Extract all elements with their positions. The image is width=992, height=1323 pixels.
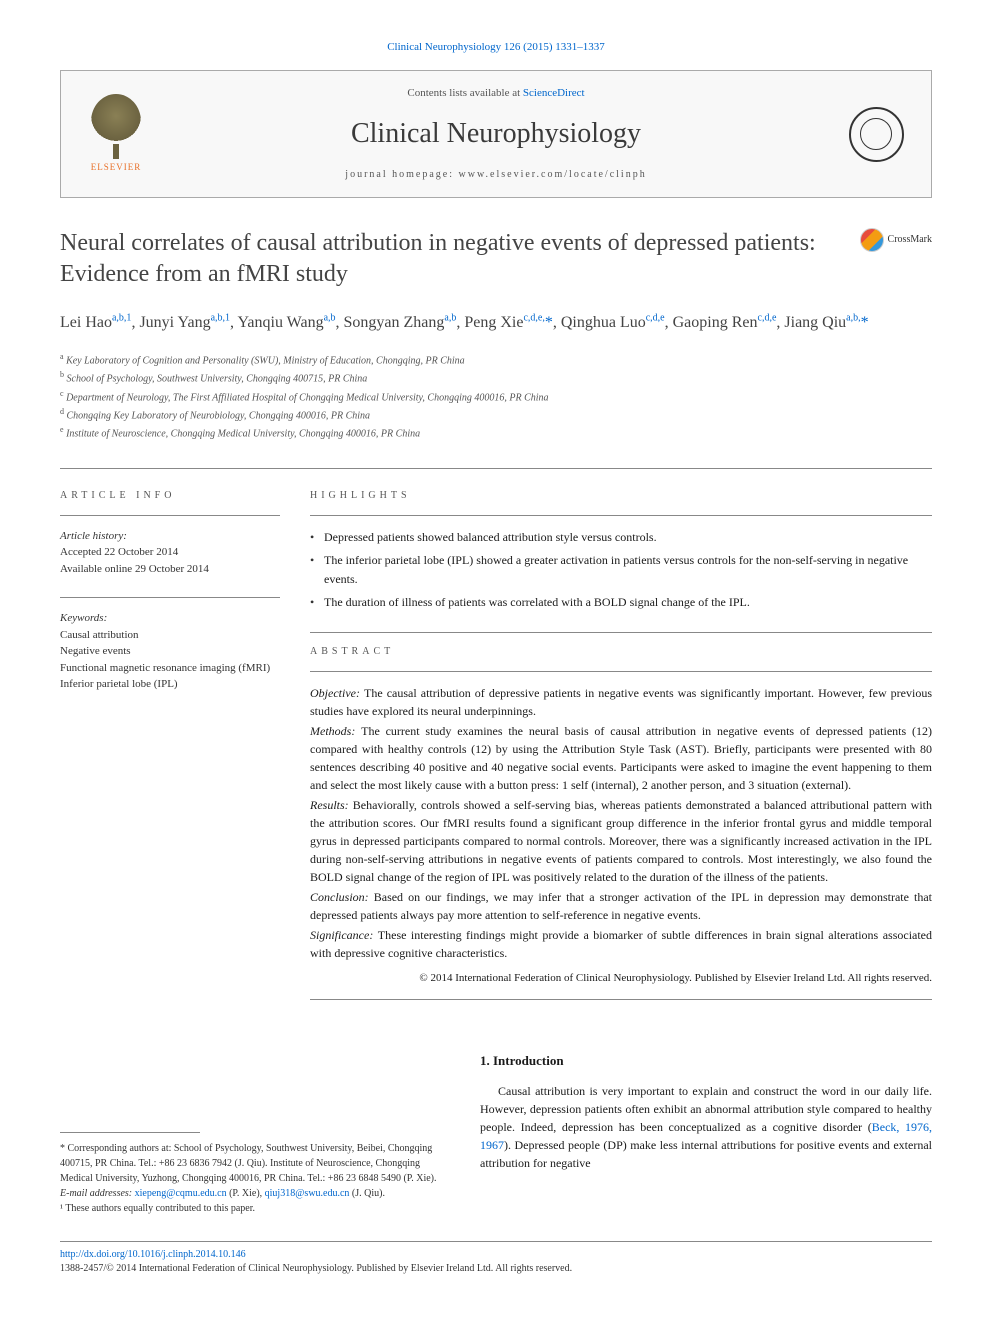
info-divider (60, 515, 280, 516)
highlight-item: The duration of illness of patients was … (310, 593, 932, 612)
page-footer: http://dx.doi.org/10.1016/j.clinph.2014.… (60, 1241, 932, 1276)
affiliation: c Department of Neurology, The First Aff… (60, 388, 932, 406)
abstract-section-name: Conclusion: (310, 890, 374, 904)
email-who-1: (P. Xie), (227, 1188, 265, 1199)
elsevier-text: ELSEVIER (91, 161, 142, 174)
homepage-prefix: journal homepage: (345, 169, 458, 180)
journal-name: Clinical Neurophysiology (151, 114, 841, 153)
issn-copyright: 1388-2457/© 2014 International Federatio… (60, 1262, 932, 1276)
affiliation: a Key Laboratory of Cognition and Person… (60, 351, 932, 369)
abstract-section: Objective: The causal attribution of dep… (310, 684, 932, 720)
abstract-section: Results: Behaviorally, controls showed a… (310, 796, 932, 886)
footnote-divider (60, 1132, 200, 1133)
keyword: Inferior parietal lobe (IPL) (60, 676, 280, 693)
accepted-date: Accepted 22 October 2014 (60, 544, 280, 561)
article-title: Neural correlates of causal attribution … (60, 228, 860, 290)
highlight-item: The inferior parietal lobe (IPL) showed … (310, 551, 932, 589)
journal-reference: Clinical Neurophysiology 126 (2015) 1331… (60, 40, 932, 55)
article-history: Article history: Accepted 22 October 201… (60, 528, 280, 578)
header-center: Contents lists available at ScienceDirec… (151, 86, 841, 182)
homepage-line: journal homepage: www.elsevier.com/locat… (151, 168, 841, 182)
abstract-section: Conclusion: Based on our findings, we ma… (310, 888, 932, 924)
crossmark-badge[interactable]: CrossMark (860, 228, 932, 252)
abstract-section: Significance: These interesting findings… (310, 926, 932, 962)
sciencedirect-link[interactable]: ScienceDirect (523, 87, 585, 99)
intro-text-before: Causal attribution is very important to … (480, 1084, 932, 1134)
email-who-2: (J. Qiu). (349, 1188, 385, 1199)
abstract-section-text: These interesting findings might provide… (310, 928, 932, 960)
info-divider (310, 632, 932, 633)
affiliation: d Chongqing Key Laboratory of Neurobiolo… (60, 406, 932, 424)
article-info-column: ARTICLE INFO Article history: Accepted 2… (60, 489, 280, 1012)
keywords-label: Keywords: (60, 610, 280, 627)
contents-line: Contents lists available at ScienceDirec… (151, 86, 841, 101)
info-divider (310, 515, 932, 516)
abstract-section-name: Significance: (310, 928, 378, 942)
keyword: Functional magnetic resonance imaging (f… (60, 660, 280, 677)
highlights-list: Depressed patients showed balanced attri… (310, 528, 932, 613)
elsevier-tree-icon (91, 94, 141, 149)
elsevier-logo: ELSEVIER (81, 94, 151, 174)
abstract-section-name: Results: (310, 798, 353, 812)
affiliation: b School of Psychology, Southwest Univer… (60, 369, 932, 387)
divider (60, 468, 932, 469)
introduction-column: 1. Introduction Causal attribution is ve… (480, 1052, 932, 1216)
keywords-block: Keywords: Causal attributionNegative eve… (60, 610, 280, 693)
abstract-label: ABSTRACT (310, 645, 932, 659)
affiliation: e Institute of Neuroscience, Chongqing M… (60, 424, 932, 442)
contents-prefix: Contents lists available at (407, 87, 522, 99)
history-label: Article history: (60, 528, 280, 545)
abstract-section-text: Behaviorally, controls showed a self-ser… (310, 798, 932, 884)
crossmark-icon (860, 228, 884, 252)
article-info-label: ARTICLE INFO (60, 489, 280, 503)
email-link-2[interactable]: qiuj318@swu.edu.cn (265, 1188, 350, 1199)
journal-cover-logo (841, 94, 911, 174)
equal-contrib: ¹ These authors equally contributed to t… (60, 1201, 450, 1216)
crossmark-label: CrossMark (888, 233, 932, 247)
info-divider (60, 597, 280, 598)
keyword: Causal attribution (60, 627, 280, 644)
highlights-label: HIGHLIGHTS (310, 489, 932, 503)
abstract-section-text: Based on our findings, we may infer that… (310, 890, 932, 922)
email-link-1[interactable]: xiepeng@cqmu.edu.cn (135, 1188, 227, 1199)
homepage-url: www.elsevier.com/locate/clinph (459, 169, 647, 180)
doi-link[interactable]: http://dx.doi.org/10.1016/j.clinph.2014.… (60, 1249, 246, 1260)
footnotes-column: * Corresponding authors at: School of Ps… (60, 1052, 450, 1216)
corresponding-author: * Corresponding authors at: School of Ps… (60, 1141, 450, 1186)
abstract-section-text: The causal attribution of depressive pat… (310, 686, 932, 718)
abstract-section-name: Objective: (310, 686, 364, 700)
highlight-item: Depressed patients showed balanced attri… (310, 528, 932, 547)
journal-logo-icon (849, 107, 904, 162)
email-label: E-mail addresses: (60, 1188, 135, 1199)
intro-paragraph: Causal attribution is very important to … (480, 1082, 932, 1172)
info-divider (310, 999, 932, 1000)
intro-text-after: ). Depressed people (DP) make less inter… (480, 1138, 932, 1170)
abstract-section-name: Methods: (310, 724, 361, 738)
copyright-line: © 2014 International Federation of Clini… (310, 970, 932, 987)
affiliations-list: a Key Laboratory of Cognition and Person… (60, 351, 932, 443)
journal-header: ELSEVIER Contents lists available at Sci… (60, 70, 932, 198)
abstract-body: Objective: The causal attribution of dep… (310, 684, 932, 962)
highlights-abstract-column: HIGHLIGHTS Depressed patients showed bal… (310, 489, 932, 1012)
info-divider (310, 671, 932, 672)
abstract-section-text: The current study examines the neural ba… (310, 724, 932, 792)
footnotes: * Corresponding authors at: School of Ps… (60, 1141, 450, 1216)
email-addresses: E-mail addresses: xiepeng@cqmu.edu.cn (P… (60, 1186, 450, 1201)
abstract-section: Methods: The current study examines the … (310, 722, 932, 794)
intro-heading: 1. Introduction (480, 1052, 932, 1070)
online-date: Available online 29 October 2014 (60, 561, 280, 578)
keyword: Negative events (60, 643, 280, 660)
authors-list: Lei Haoa,b,1, Junyi Yanga,b,1, Yanqiu Wa… (60, 310, 932, 336)
